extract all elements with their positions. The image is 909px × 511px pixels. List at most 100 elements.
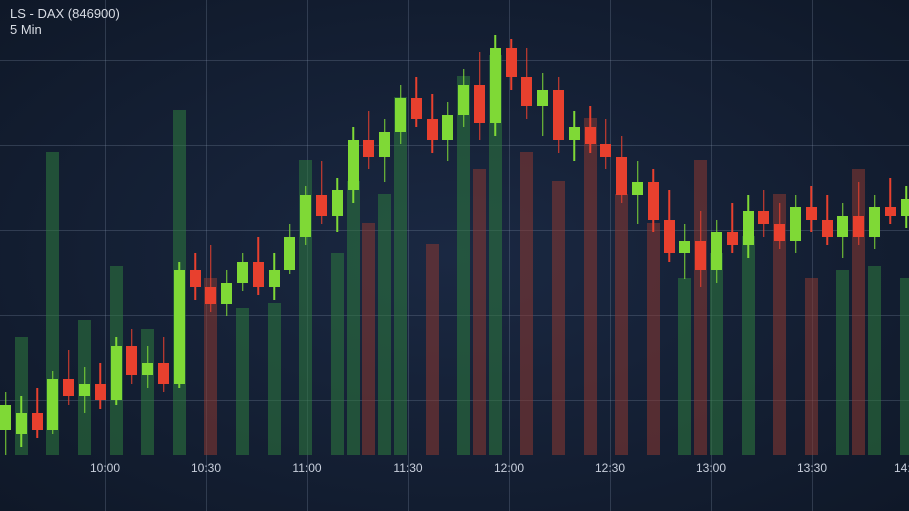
candle-body: [332, 190, 343, 215]
candle-body: [269, 270, 280, 287]
x-axis-label: 13:00: [696, 461, 726, 475]
candle-body: [348, 140, 359, 190]
candle-body: [537, 90, 548, 107]
candle-body: [237, 262, 248, 283]
x-axis-label: 14:00: [894, 461, 909, 475]
candle-body: [316, 195, 327, 216]
candle-body: [47, 379, 58, 429]
candle-body: [32, 413, 43, 430]
volume-bar: [694, 160, 707, 455]
x-axis-label: 12:00: [494, 461, 524, 475]
candle-body: [695, 241, 706, 270]
candle-body: [363, 140, 374, 157]
volume-bar: [268, 303, 281, 455]
volume-bar: [710, 253, 723, 455]
volume-bar: [805, 278, 818, 455]
x-axis-label: 10:00: [90, 461, 120, 475]
candle-body: [885, 207, 896, 215]
candle-body: [95, 384, 106, 401]
candle-body: [490, 48, 501, 124]
volume-bar: [520, 152, 533, 455]
volume-bar: [394, 97, 407, 455]
candle-body: [158, 363, 169, 384]
candle-body: [126, 346, 137, 375]
x-axis-labels: 10:00 10:30 11:00 11:30 12:00 12:30 13:00 13:30…: [0, 461, 909, 481]
candle-body: [506, 48, 517, 77]
candle-body: [221, 283, 232, 304]
volume-bar: [900, 278, 909, 455]
candle-body: [379, 132, 390, 157]
volume-bar: [552, 181, 565, 455]
candle-body: [727, 232, 738, 245]
candle-body: [79, 384, 90, 397]
candle-body: [284, 237, 295, 271]
candle-body: [474, 85, 485, 123]
candle-body: [869, 207, 880, 236]
candle-body: [111, 346, 122, 401]
candle-body: [427, 119, 438, 140]
volume-bar: [378, 194, 391, 455]
candle-body: [0, 405, 11, 430]
candle-body: [837, 216, 848, 237]
chart-interval: 5 Min: [10, 22, 120, 38]
candle-body: [616, 157, 627, 195]
volume-bar: [678, 278, 691, 455]
candlestick-chart[interactable]: LS - DAX (846900) 5 Min 10:00 10:30 11:00 1…: [0, 0, 909, 511]
candle-body: [63, 379, 74, 396]
candle-body: [679, 241, 690, 254]
volume-bar: [426, 244, 439, 455]
candle-body: [521, 77, 532, 106]
grid-line-vertical: [105, 0, 106, 511]
volume-bar: [236, 308, 249, 455]
candle-body: [806, 207, 817, 220]
volume-bar: [647, 223, 660, 455]
candle-body: [790, 207, 801, 241]
candle-body: [664, 220, 675, 254]
candle-wick: [890, 178, 892, 224]
candle-wick: [68, 350, 70, 405]
candle-body: [253, 262, 264, 287]
candle-body: [411, 98, 422, 119]
candle-body: [774, 224, 785, 241]
candle-body: [711, 232, 722, 270]
volume-bar: [457, 76, 470, 455]
volume-bar: [362, 223, 375, 455]
candle-body: [648, 182, 659, 220]
candle-wick: [732, 203, 734, 253]
x-axis-label: 13:30: [797, 461, 827, 475]
candle-body: [553, 90, 564, 140]
candle-body: [569, 127, 580, 140]
candle-body: [205, 287, 216, 304]
candle-body: [585, 127, 596, 144]
grid-line-vertical: [408, 0, 409, 511]
volume-bar: [742, 236, 755, 455]
candle-body: [190, 270, 201, 287]
chart-title: LS - DAX (846900): [10, 6, 120, 22]
candle-body: [300, 195, 311, 237]
chart-header: LS - DAX (846900) 5 Min: [10, 6, 120, 38]
candle-body: [142, 363, 153, 376]
candle-body: [901, 199, 909, 216]
candle-body: [174, 270, 185, 383]
candle-body: [743, 211, 754, 245]
candle-body: [442, 115, 453, 140]
candle-body: [853, 216, 864, 237]
candle-body: [600, 144, 611, 157]
volume-bar: [615, 194, 628, 455]
candle-body: [632, 182, 643, 195]
grid-line-horizontal: [0, 145, 909, 146]
candle-body: [822, 220, 833, 237]
candle-body: [458, 85, 469, 114]
x-axis-label: 11:00: [292, 461, 321, 475]
volume-bar: [473, 169, 486, 455]
x-axis-label: 10:30: [191, 461, 221, 475]
volume-bar: [836, 270, 849, 455]
volume-bar: [584, 118, 597, 455]
grid-line-horizontal: [0, 60, 909, 61]
x-axis-label: 11:30: [393, 461, 422, 475]
volume-bar: [331, 253, 344, 455]
x-axis-label: 12:30: [595, 461, 625, 475]
chart-plot-area: 10:00 10:30 11:00 11:30 12:00 12:30 13:00 13:30…: [0, 0, 909, 511]
candle-body: [16, 413, 27, 434]
volume-bar: [347, 181, 360, 455]
